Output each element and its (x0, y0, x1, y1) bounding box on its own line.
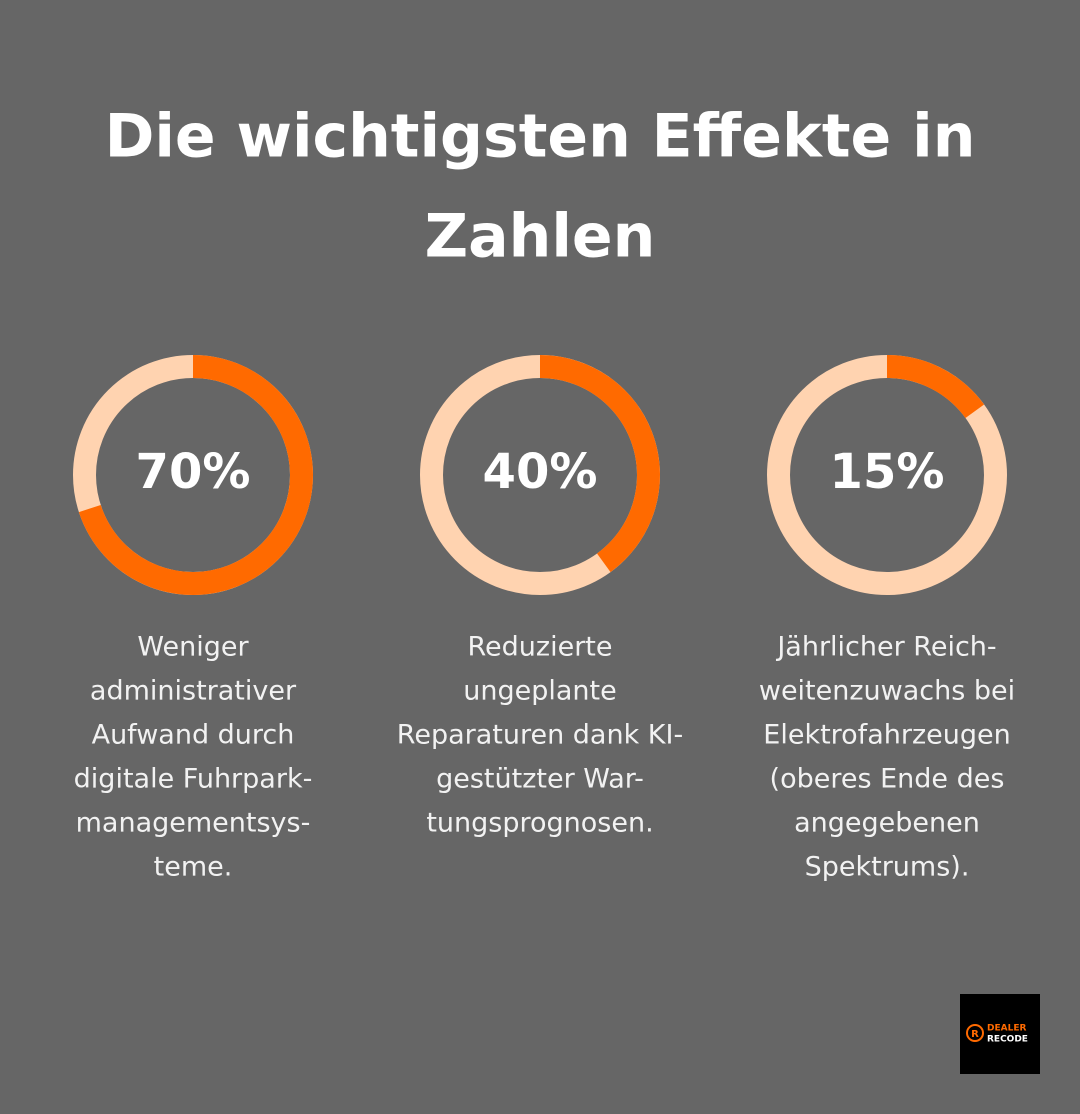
logo-ring (966, 1024, 984, 1042)
logo-box (960, 994, 1040, 1074)
description-line: administrativer (90, 676, 297, 707)
description-line: Aufwand durch (92, 720, 295, 751)
description-line: teme. (154, 852, 233, 883)
logo-mark: R (971, 1029, 979, 1040)
description-line: tungsprognosen. (426, 808, 653, 839)
title-line: Die wichtigsten Effekte in (105, 102, 976, 172)
description-line: Reparaturen dank KI- (397, 720, 683, 751)
description-line: managementsys- (76, 808, 311, 839)
description-line: digitale Fuhrpark- (74, 764, 313, 795)
description-line: ungeplante (463, 676, 616, 707)
logo-text: RECODE (987, 1035, 1028, 1045)
description-line: Spektrums). (805, 852, 970, 883)
description-line: (oberes Ende des (770, 764, 1005, 795)
logo-text: DEALER (987, 1024, 1026, 1034)
description-line: Reduzierte (468, 632, 613, 663)
description-line: Elektrofahrzeugen (763, 720, 1010, 751)
description-line: Jährlicher Reich- (775, 632, 996, 663)
donut-arc (78, 355, 313, 595)
description-line: angegebenen (794, 808, 980, 839)
donut-arc (886, 355, 985, 419)
description-line: Weniger (137, 632, 249, 663)
value-label: 15% (830, 444, 945, 500)
value-label: 70% (136, 444, 251, 500)
title-line: Zahlen (425, 202, 656, 272)
donut-arc (539, 355, 660, 573)
description-line: weitenzuwachs bei (759, 676, 1015, 707)
value-label: 40% (483, 444, 598, 500)
description-line: gestützter War- (436, 764, 644, 795)
